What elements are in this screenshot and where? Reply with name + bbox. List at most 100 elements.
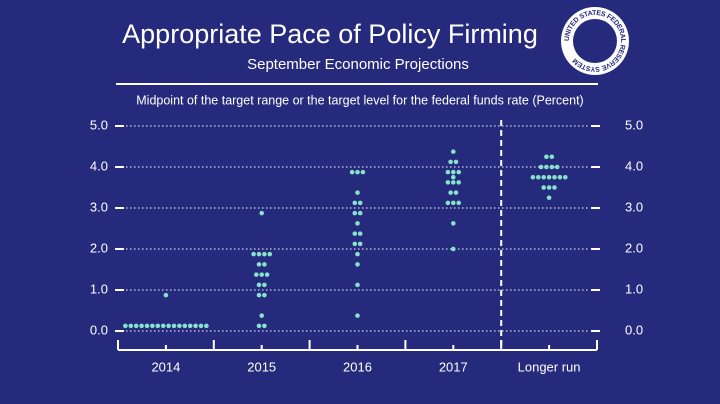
y-tick-label: 3.0 [90, 199, 108, 214]
dot [267, 251, 273, 257]
dot [357, 241, 363, 247]
dot [355, 313, 360, 318]
dot [448, 159, 453, 165]
dot [139, 323, 144, 329]
dot [256, 292, 262, 298]
seal: UNITED STATES FEDERAL RESERVE SYSTEM [561, 7, 629, 75]
dot [349, 169, 355, 175]
dot [456, 200, 462, 206]
dot [256, 251, 262, 257]
dot [256, 282, 262, 288]
dot [451, 246, 456, 252]
dot [530, 174, 536, 180]
seal-center [573, 19, 617, 63]
dot [262, 282, 267, 288]
dot [262, 323, 267, 329]
dot [544, 164, 549, 170]
dot [546, 185, 552, 190]
dot [193, 323, 198, 329]
x-tick-label: 2016 [343, 359, 372, 374]
y-tick-label: 5.0 [90, 117, 108, 132]
dot [262, 292, 267, 298]
dot [264, 272, 270, 277]
dot [549, 154, 555, 160]
dot [445, 200, 451, 206]
dot [259, 313, 265, 318]
dot [552, 174, 557, 180]
dot [357, 210, 363, 216]
x-tick-label: 2017 [439, 359, 468, 374]
dot [133, 323, 139, 329]
dot [557, 174, 563, 180]
dot [546, 174, 552, 180]
dot [352, 210, 358, 216]
dot [352, 241, 358, 247]
y2-tick-label: 3.0 [625, 199, 643, 214]
dot [251, 251, 256, 257]
dot [253, 272, 259, 277]
dot [456, 180, 462, 185]
dot [445, 169, 451, 175]
dot [451, 174, 456, 180]
y2-tick-label: 1.0 [625, 281, 643, 296]
dot [171, 323, 177, 329]
dot [451, 200, 456, 206]
dot [355, 221, 360, 226]
dot [448, 190, 453, 195]
dot [177, 323, 182, 329]
y-tick-label: 4.0 [90, 158, 108, 173]
dot [128, 323, 134, 329]
dot [150, 323, 155, 329]
dot [198, 323, 204, 329]
dot [549, 164, 555, 170]
dot [355, 251, 360, 257]
dot [451, 221, 456, 226]
dot [445, 180, 451, 185]
dot [541, 174, 546, 180]
dot [536, 174, 541, 180]
dot [352, 231, 358, 236]
x-tick-label: 2014 [151, 359, 180, 374]
chart-title: Appropriate Pace of Policy Firming [122, 19, 538, 49]
dot [355, 262, 360, 267]
dot [451, 149, 456, 154]
dot [357, 231, 363, 236]
dot [144, 323, 150, 329]
dot [563, 174, 568, 180]
dot [355, 190, 360, 195]
dot [204, 323, 209, 329]
dot [541, 185, 546, 190]
dot [256, 262, 262, 267]
dot [163, 292, 169, 298]
y-tick-label: 1.0 [90, 281, 108, 296]
dot [360, 169, 366, 175]
chart-subtitle: September Economic Projections [247, 56, 469, 73]
y2-tick-label: 5.0 [625, 117, 643, 132]
dot [166, 323, 171, 329]
y2-tick-label: 4.0 [625, 158, 643, 173]
dot [544, 154, 549, 160]
dot [155, 323, 161, 329]
dot [355, 169, 360, 175]
dot [451, 180, 456, 185]
y2-tick-label: 0.0 [625, 322, 643, 337]
dot [352, 200, 358, 206]
dot [453, 159, 459, 165]
x-tick-label: 2015 [247, 359, 276, 374]
dot [554, 164, 560, 170]
dot [538, 164, 544, 170]
y-tick-label: 2.0 [90, 240, 108, 255]
dot [262, 251, 267, 257]
dot [187, 323, 193, 329]
dot [456, 169, 462, 175]
dot [453, 190, 459, 195]
dot [552, 185, 557, 190]
dot [451, 169, 456, 175]
dot [546, 195, 552, 201]
dot [259, 210, 265, 216]
dot [182, 323, 188, 329]
x-tick-label: Longer run [518, 359, 581, 374]
dot [256, 323, 262, 329]
dot [262, 262, 267, 267]
